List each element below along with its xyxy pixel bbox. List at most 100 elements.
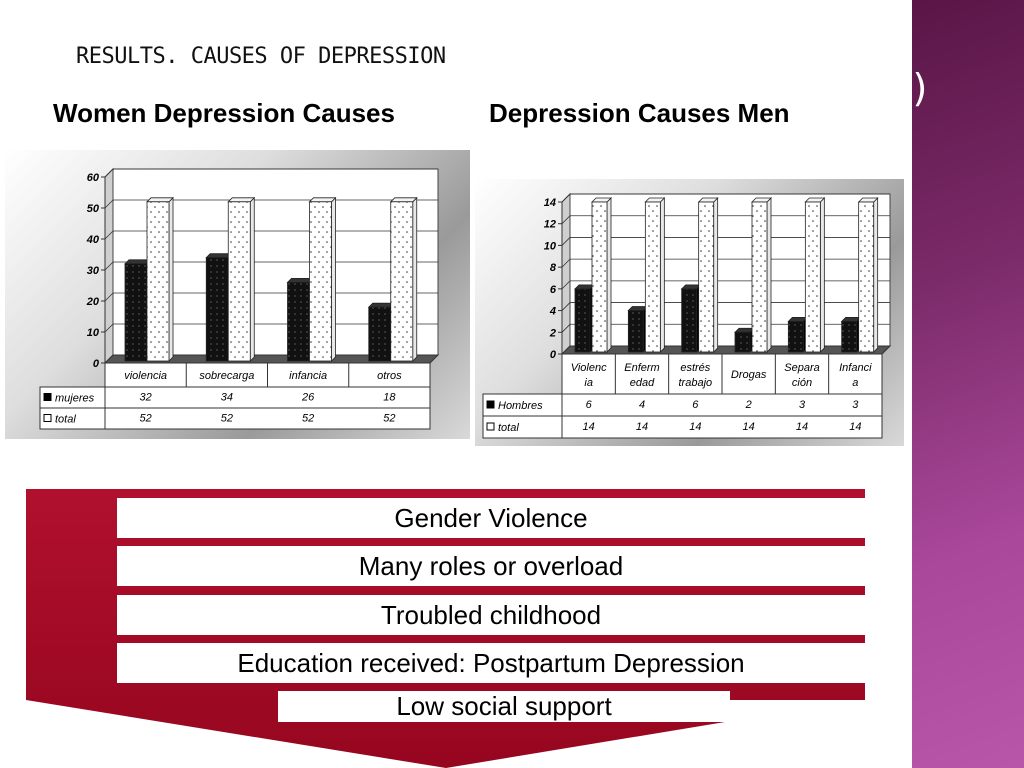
cause-low-social-support: Low social support [278,691,730,722]
grid-line [561,237,890,246]
table-row [39,407,431,430]
side-decoration-band [912,0,1024,768]
bar-front [698,201,715,353]
bar-front [227,201,251,362]
data-label: 14 [689,421,701,433]
category-label: ia [584,377,593,389]
legend-label: Hombres [498,400,543,412]
y-tick-label: 30 [87,265,100,277]
data-label: 34 [221,392,233,404]
y-tick-label: 8 [550,262,557,274]
legend-key [486,422,495,431]
bar-front [627,310,644,353]
data-label: 26 [301,392,315,404]
total-bar [308,196,337,362]
bar-front [751,201,768,353]
legend-key [43,414,52,422]
cause-troubled-childhood: Troubled childhood [117,595,865,635]
women-chart-heading: Women Depression Causes [53,98,395,128]
chart-back-wall [569,193,891,347]
category-label: Violenc [571,362,607,374]
women-chart: 0 10 20 30 40 50 60 violencia sobrecarga infancia… [5,150,470,439]
bar-front [787,321,804,353]
y-tick-label: 14 [544,197,556,209]
grid-line [561,302,890,311]
category-label: trabajo [679,377,713,389]
legend-key [43,393,52,401]
total-bar [644,197,666,353]
legend-label: mujeres [55,393,95,405]
table-row [482,415,883,439]
total-bar [146,196,174,362]
category-label: ción [792,377,812,389]
legend-label: total [55,414,76,426]
total-bar [697,197,719,353]
bar-front [390,201,414,362]
y-tick-label: 50 [87,203,100,215]
bar-front [146,201,170,362]
bar-front [734,331,751,353]
men-chart-svg: 0 2 4 6 8 10 12 14 Violenc ia Enferm edad estrés trab… [482,192,892,439]
total-bar [804,197,826,353]
category-label: Infanci [839,362,872,374]
slide-title: RESULTS. CAUSES OF DEPRESSION [76,44,446,69]
total-bar [751,197,772,353]
women-chart-svg: 0 10 20 30 40 50 60 violencia sobrecarga infancia… [39,167,440,430]
category-label: estrés [680,362,710,374]
bar-front [858,201,875,353]
cause-education-received: Education received: Postpartum Depressio… [117,643,865,683]
y-tick-label: 10 [544,240,557,252]
y-tick-label: 2 [549,327,556,339]
y-tick-label: 40 [86,234,100,246]
category-label: infancia [289,370,327,382]
data-label: 3 [799,399,806,411]
legend-key [486,400,495,409]
bar-front [574,288,591,353]
total-bar [389,196,418,362]
bar-front [309,201,332,362]
category-label: edad [630,377,655,389]
category-label: Separa [784,362,819,374]
category-label: Enferm [624,362,659,374]
data-label: 14 [583,421,595,433]
total-bar [857,197,879,353]
total-bar [591,197,612,353]
category-label: otros [377,370,402,382]
data-label: 52 [383,413,395,425]
data-label: 14 [743,421,755,433]
bar-front [681,288,698,353]
men-chart: 0 2 4 6 8 10 12 14 Violenc ia Enferm edad estrés trab… [475,179,904,446]
data-label: 52 [140,413,152,425]
y-tick-label: 60 [87,172,100,184]
data-label: 4 [639,399,645,411]
y-tick-label: 12 [544,219,556,231]
bar-front [841,321,858,353]
grid-line [561,193,890,203]
y-tick-label: 6 [550,284,557,296]
data-label: 6 [692,399,699,411]
legend-label: total [498,422,519,434]
data-label: 2 [745,399,752,411]
y-tick-label: 4 [549,306,556,318]
bar-front [591,201,608,353]
category-label: violencia [124,370,167,382]
y-tick-label: 0 [93,358,100,370]
grid-line [561,258,890,268]
data-label: 52 [302,413,314,425]
bar-front [804,201,821,353]
grid-line [561,215,890,224]
cause-gender-violence: Gender Violence [117,498,865,538]
bar-front [644,201,661,353]
cause-many-roles: Many roles or overload [117,546,865,586]
data-label: 32 [140,392,152,404]
data-label: 18 [383,392,396,404]
grid-line [561,280,890,290]
side-title-fragment: l) [902,66,928,110]
data-label: 14 [796,421,808,433]
data-label: 3 [852,399,859,411]
data-label: 14 [636,421,648,433]
y-tick-label: 10 [87,327,100,339]
grid-line [561,323,890,333]
data-label: 14 [849,421,861,433]
y-tick-label: 0 [550,349,557,361]
